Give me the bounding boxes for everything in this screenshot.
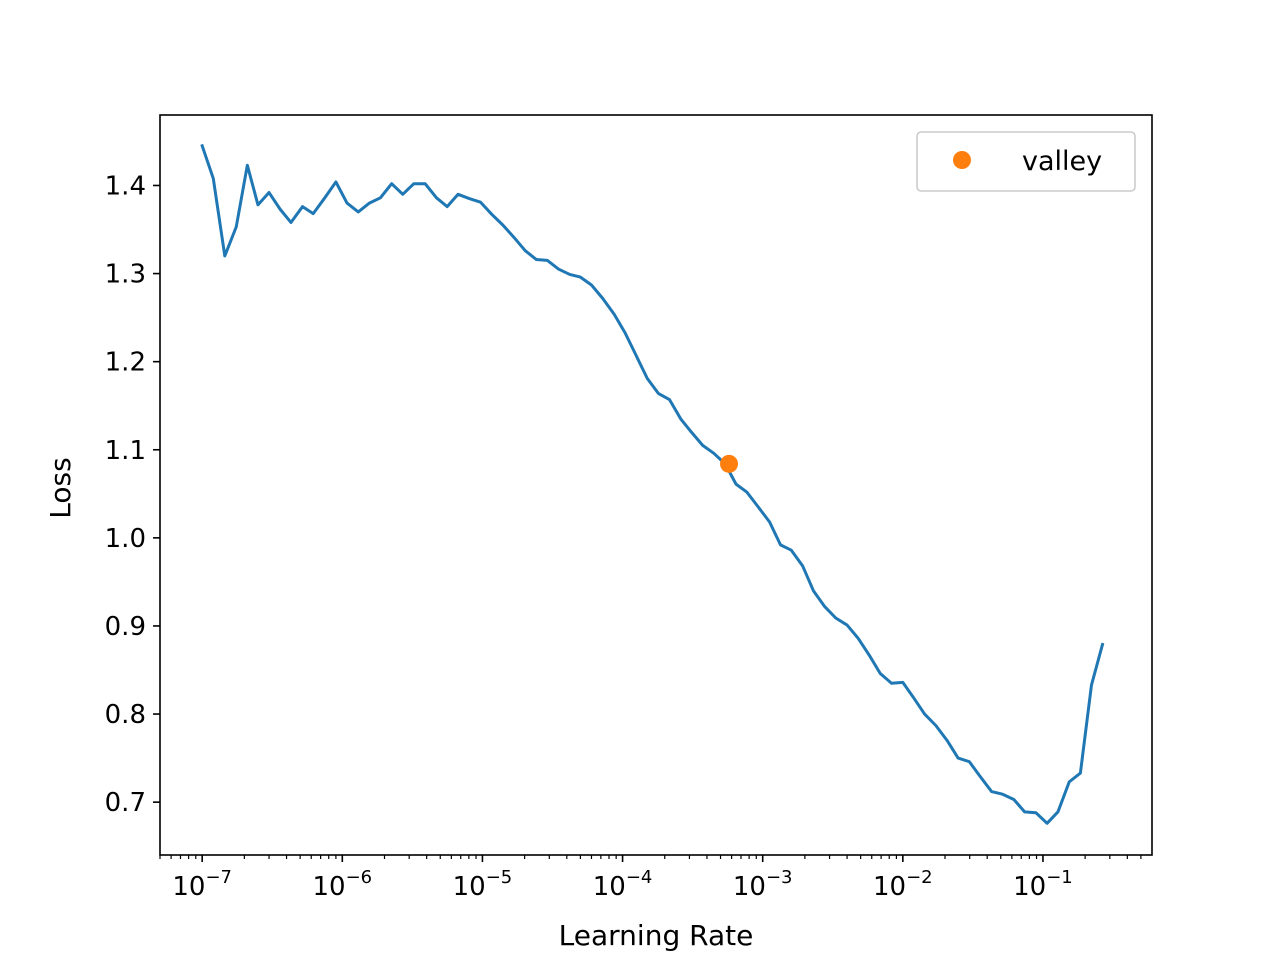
axes-frame bbox=[159, 114, 1153, 856]
y-tick-label: 0.7 bbox=[105, 788, 146, 818]
y-tick-label: 0.9 bbox=[105, 612, 146, 642]
plot-area bbox=[200, 143, 1105, 825]
x-tick-label: 10−7 bbox=[172, 867, 232, 902]
y-tick-label: 1.1 bbox=[105, 436, 146, 466]
y-tick-label: 1.0 bbox=[105, 524, 146, 554]
x-axis-label: Learning Rate bbox=[559, 919, 754, 952]
legend-box bbox=[916, 131, 1136, 192]
legend-valley-label: valley bbox=[1022, 146, 1102, 177]
legend: valley bbox=[916, 131, 1136, 192]
valley-marker bbox=[720, 454, 739, 473]
y-tick-label: 1.3 bbox=[105, 260, 146, 290]
x-tick-label: 10−1 bbox=[1013, 867, 1073, 902]
y-tick-label: 1.2 bbox=[105, 348, 146, 378]
x-tick-label: 10−6 bbox=[312, 867, 372, 902]
x-tick-label: 10−3 bbox=[733, 867, 793, 902]
y-axis-label: Loss bbox=[44, 457, 77, 518]
series-line-0 bbox=[200, 143, 1105, 825]
x-tick-label: 10−5 bbox=[453, 867, 513, 902]
axis-ticks: 0.7 0.8 0.9 1.0 1.1 1.2 1.3 1.4 10−7 10−6 10−5 10−4… bbox=[105, 171, 1142, 902]
y-tick-label: 0.8 bbox=[105, 700, 146, 730]
x-tick-label: 10−2 bbox=[873, 867, 933, 902]
y-tick-label: 1.4 bbox=[105, 171, 146, 201]
x-tick-label: 10−4 bbox=[593, 867, 653, 902]
legend-valley-marker bbox=[953, 151, 971, 169]
